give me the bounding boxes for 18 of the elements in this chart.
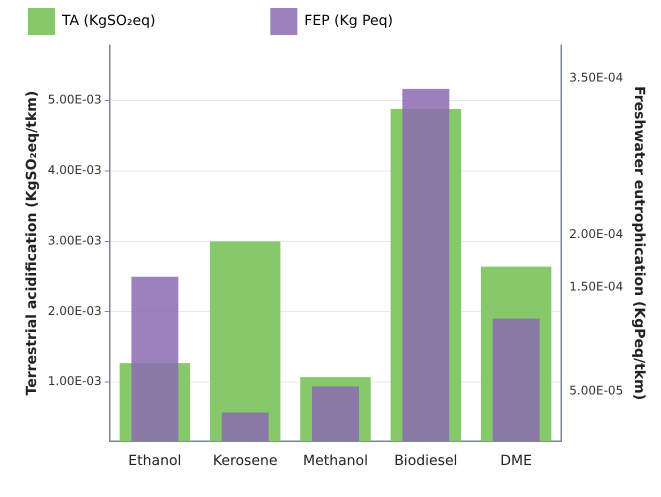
x-tick-label: DME: [500, 453, 532, 470]
legend-label: FEP (Kg Peq): [304, 13, 500, 30]
y2-axis-title: Freshwater eutrophication (KgPeq/tkm): [630, 86, 647, 400]
y-tick-label: 4.00E-03: [48, 163, 102, 178]
y-tick-label: 3.00E-03: [48, 233, 102, 248]
y2-tick-label: 3.50E-04: [569, 70, 624, 85]
y-axis-title: Terrestrial acidification (KgSO₂eq/tkm): [24, 90, 40, 396]
y2-tick-label: 5.00E-05: [569, 384, 624, 398]
legend-label: TA (KgSO₂eq): [61, 13, 262, 30]
y-tick-label: 5.00E-03: [48, 92, 102, 107]
y2-tick-label: 1.50E-04: [569, 279, 624, 294]
x-tick-label: Methanol: [303, 453, 368, 470]
x-tick-label: Ethanol: [128, 453, 182, 470]
y-tick-label: 2.00E-03: [48, 304, 102, 318]
x-tick-label: Biodiesel: [394, 453, 458, 470]
x-tick-label: Kerosene: [212, 453, 278, 470]
y2-tick-label: 2.00E-04: [569, 227, 624, 242]
y-tick-label: 1.00E-03: [48, 374, 102, 388]
